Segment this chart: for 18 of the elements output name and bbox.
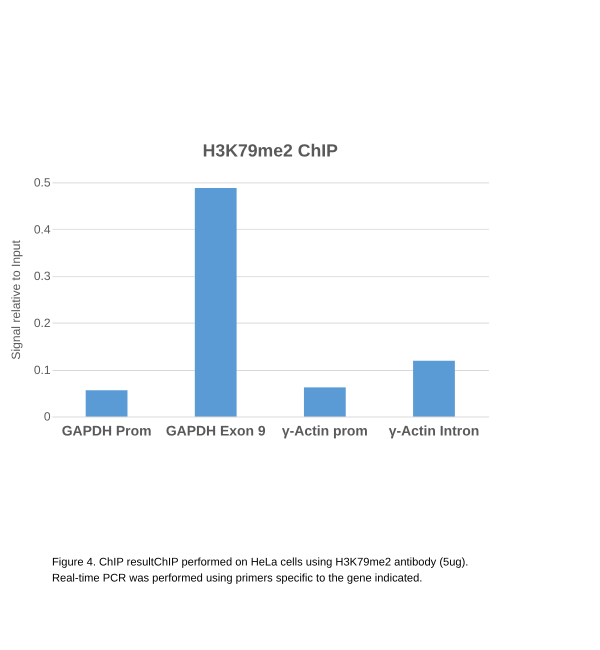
bar [86,390,128,416]
x-tick-label: γ-Actin prom [282,422,368,438]
x-tick-label: GAPDH Prom [62,422,152,438]
x-tick-label: GAPDH Exon 9 [166,422,266,438]
y-tick-label: 0.4 [34,222,51,236]
y-tick-label: 0.2 [34,316,51,330]
chart-title: H3K79me2 ChIP [202,140,338,160]
bar [304,387,346,416]
bar [413,360,455,416]
y-axis-title: Signal relative to Input [8,240,23,360]
text: Real-time PCR was performed using primers specific to the gene indicated. [52,572,422,584]
bar [194,188,237,416]
x-tick-label: γ-Actin Intron [388,422,480,438]
y-tick-label: 0.3 [34,269,51,284]
caption: Figure 4. ChIP resultChIP performed on HeLa cells using H3K79me2 antibody (5ug). [52,556,468,569]
y-tick-label: 0 [44,410,51,424]
y-tick-label: 0.5 [34,176,51,190]
y-tick-label: 0.1 [34,362,51,377]
